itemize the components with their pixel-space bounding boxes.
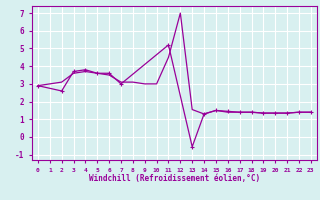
X-axis label: Windchill (Refroidissement éolien,°C): Windchill (Refroidissement éolien,°C) — [89, 174, 260, 183]
